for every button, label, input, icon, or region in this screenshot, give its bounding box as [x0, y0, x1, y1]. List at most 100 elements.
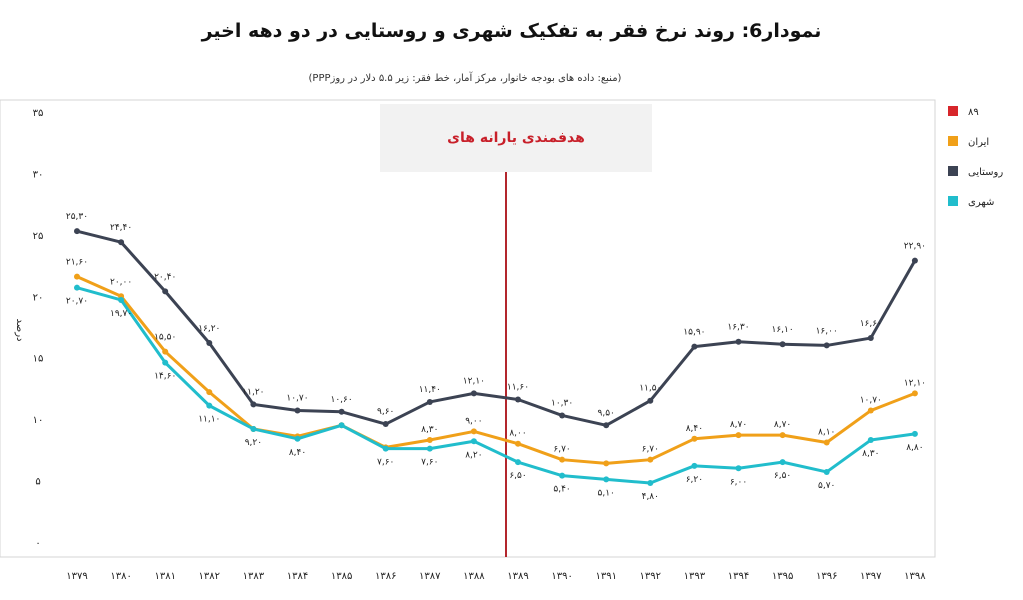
x-tick-label: ۱۳۷۹	[66, 571, 87, 582]
data-point	[162, 348, 169, 355]
data-point	[911, 390, 918, 397]
x-tick-label: ۱۳۸۷	[419, 571, 441, 582]
data-label: ۶,۷۰	[642, 445, 659, 455]
data-point	[470, 438, 477, 445]
data-point	[338, 422, 345, 429]
data-label: ۱۶,۲۰	[198, 324, 220, 334]
data-label: ۱۰,۷۰	[860, 396, 882, 406]
data-point	[603, 476, 610, 483]
data-point	[603, 460, 610, 467]
data-point	[515, 396, 521, 403]
data-point	[867, 407, 874, 414]
data-label: ۲۵,۳۰	[66, 212, 88, 222]
data-point	[294, 435, 301, 442]
data-label: ۱۰,۶۰	[330, 395, 352, 405]
x-tick-label: ۱۳۹۷	[860, 571, 882, 582]
data-label: ۸,۰۰	[509, 429, 526, 439]
data-point	[426, 398, 433, 405]
legend-swatch	[948, 136, 958, 146]
data-point	[779, 432, 786, 439]
x-tick-label: ۱۳۹۵	[772, 571, 793, 582]
data-point	[515, 459, 521, 466]
data-label: ۱۲,۱۰	[463, 376, 485, 386]
data-point	[779, 341, 786, 348]
data-point	[294, 407, 301, 414]
data-label: ۸,۴۰	[289, 448, 306, 458]
data-point	[735, 432, 742, 439]
data-point	[559, 456, 566, 463]
data-label: ۲۲,۹۰	[904, 242, 926, 252]
data-point	[162, 288, 169, 295]
data-label: ۶,۲۰	[686, 475, 703, 485]
data-point	[426, 445, 433, 452]
data-point	[470, 390, 477, 397]
data-point	[823, 439, 830, 446]
data-point	[735, 465, 742, 472]
data-point	[691, 435, 698, 442]
x-tick-label: ۱۳۸۲	[199, 571, 220, 582]
data-point	[911, 257, 918, 264]
data-label: ۱۴,۶۰	[154, 372, 176, 382]
data-label: ۲۱,۶۰	[66, 258, 88, 268]
data-label: ۲۴,۴۰	[110, 223, 132, 233]
annotation: هدفمندی یارانه های	[380, 104, 652, 557]
data-label: ۱۶,۶۰	[860, 319, 882, 329]
x-tick-label: ۱۳۹۲	[640, 571, 661, 582]
chart-title: نمودار6: روند نرخ فقر به تفکیک شهری و رو…	[201, 20, 822, 42]
legend-swatch	[948, 106, 958, 116]
series-line	[76, 229, 917, 427]
data-label: ۵,۴۰	[553, 485, 570, 495]
x-tick-label: ۱۳۹۰	[551, 571, 572, 582]
legend-label: روستایی	[968, 167, 1003, 178]
chart-subtitle: (منبع: داده های بودجه خانوار، مرکز آمار،…	[308, 73, 622, 84]
data-point	[118, 296, 125, 303]
data-point	[206, 402, 213, 409]
data-label: ۸,۳۰	[421, 425, 438, 435]
annotation-box	[380, 104, 652, 172]
data-label: ۱۰,۳۰	[551, 398, 573, 408]
data-label: ۲۰,۷۰	[66, 297, 88, 307]
data-label: ۵,۱۰	[598, 488, 615, 498]
data-label: ۱۰,۷۰	[286, 394, 308, 404]
data-label: ۱۵,۵۰	[154, 333, 176, 343]
data-label: ۱۹,۷۰	[110, 309, 132, 319]
data-point	[250, 425, 257, 432]
data-label: ۹,۰۰	[465, 416, 482, 426]
series-line	[76, 286, 916, 485]
annotation-text: هدفمندی یارانه های	[447, 130, 585, 146]
data-point	[250, 401, 257, 408]
y-axis-label: درصد	[14, 318, 25, 341]
data-label: ۱۱,۱۰	[198, 415, 220, 425]
data-point	[603, 422, 610, 429]
data-point	[74, 284, 80, 291]
data-label: ۱۱,۲۰	[242, 387, 264, 397]
data-label: ۱۵,۹۰	[683, 328, 705, 338]
x-tick-label: ۱۳۹۴	[728, 571, 749, 582]
x-tick-label: ۱۳۸۱	[154, 571, 175, 582]
data-point	[735, 338, 742, 345]
data-label: ۷,۶۰	[377, 458, 394, 468]
data-point	[867, 335, 874, 342]
data-label: ۱۲,۱۰	[904, 378, 926, 388]
x-tick-label: ۱۳۹۶	[816, 571, 837, 582]
data-point	[867, 437, 874, 444]
data-point	[647, 480, 654, 487]
data-label: ۲۰,۴۰	[154, 272, 176, 282]
x-tick-label: ۱۳۸۳	[243, 571, 265, 582]
data-label: ۶,۰۰	[730, 477, 747, 487]
data-label: ۸,۲۰	[465, 450, 482, 460]
legend-swatch	[948, 166, 958, 176]
data-point	[559, 412, 566, 419]
data-point	[823, 468, 830, 475]
y-tick-label: ۱۵	[33, 354, 44, 365]
data-point	[74, 228, 80, 235]
data-label: ۵,۷۰	[818, 481, 835, 491]
legend: ۸۹ ایران روستایی شهری	[948, 106, 1003, 208]
data-point	[559, 472, 566, 479]
x-tick-label: ۱۳۸۴	[287, 571, 308, 582]
x-tick-label: ۱۳۸۶	[375, 571, 396, 582]
data-label: ۱۶,۳۰	[727, 323, 749, 333]
x-tick-label: ۱۳۸۸	[463, 571, 485, 582]
data-label: ۸,۳۰	[862, 449, 879, 459]
data-point	[382, 445, 389, 452]
